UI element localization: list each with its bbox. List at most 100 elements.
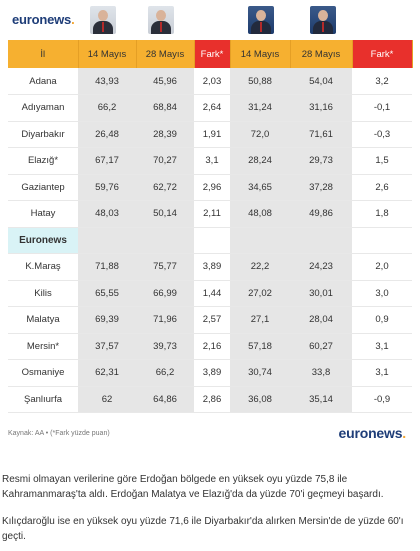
value-cell: 66,2 bbox=[136, 359, 194, 387]
value-cell: 62 bbox=[78, 386, 136, 413]
value-cell: 66,2 bbox=[78, 94, 136, 122]
results-table: İl 14 Mayıs 28 Mayıs Fark* 14 Mayıs 28 M… bbox=[8, 40, 413, 413]
article-paragraph: Resmi olmayan verilerine göre Erdoğan bö… bbox=[2, 474, 384, 500]
value-cell: 50,14 bbox=[136, 200, 194, 228]
city-cell: Osmaniye bbox=[8, 359, 78, 387]
value-cell: 36,08 bbox=[230, 386, 290, 413]
value-cell: 30,01 bbox=[290, 280, 352, 307]
value-cell: 71,88 bbox=[78, 253, 136, 281]
value-cell: 24,23 bbox=[290, 253, 352, 281]
kilicdaroglu-photo-icon bbox=[248, 6, 274, 34]
value-cell: 3,1 bbox=[352, 333, 412, 360]
value-cell: 29,73 bbox=[290, 147, 352, 175]
city-cell: Şanlıurfa bbox=[8, 386, 78, 413]
value-cell: -0,9 bbox=[352, 386, 412, 413]
value-cell: 59,76 bbox=[78, 174, 136, 201]
header-kil-14: 14 Mayıs bbox=[230, 40, 291, 68]
value-cell: 66,99 bbox=[136, 280, 194, 307]
value-cell: 37,57 bbox=[78, 333, 136, 360]
value-cell: 30,74 bbox=[230, 359, 290, 387]
table-row: Adıyaman 66,2 68,84 2,64 31,24 31,16 -0,1 bbox=[8, 94, 412, 122]
table-row: Elazığ* 67,17 70,27 3,1 28,24 29,73 1,5 bbox=[8, 147, 412, 175]
value-cell: 48,08 bbox=[230, 200, 290, 228]
value-cell: 48,03 bbox=[78, 200, 136, 228]
city-cell: Adana bbox=[8, 68, 78, 95]
value-cell: 62,31 bbox=[78, 359, 136, 387]
value-cell: 2,64 bbox=[194, 94, 230, 122]
value-cell: 2,96 bbox=[194, 174, 230, 201]
header-il: İl bbox=[8, 40, 79, 68]
city-cell: Diyarbakır bbox=[8, 121, 78, 148]
table-row: Mersin* 37,57 39,73 2,16 57,18 60,27 3,1 bbox=[8, 333, 412, 360]
value-cell: 22,2 bbox=[230, 253, 290, 281]
table-row: Osmaniye 62,31 66,2 3,89 30,74 33,8 3,1 bbox=[8, 359, 412, 387]
value-cell: 2,86 bbox=[194, 386, 230, 413]
value-cell: 1,91 bbox=[194, 121, 230, 148]
value-cell: 28,39 bbox=[136, 121, 194, 148]
value-cell: 60,27 bbox=[290, 333, 352, 360]
value-cell: 65,55 bbox=[78, 280, 136, 307]
erdogan-photo-icon bbox=[90, 6, 116, 34]
header-erd-fark: Fark* bbox=[194, 40, 231, 68]
value-cell: 75,77 bbox=[136, 253, 194, 281]
value-cell: 70,27 bbox=[136, 147, 194, 175]
euronews-logo: euronews. bbox=[12, 12, 75, 27]
kilicdaroglu-photo-icon bbox=[310, 6, 336, 34]
results-infographic: euronews. İl 14 Mayıs 28 Mayıs Fark* 14 … bbox=[8, 4, 413, 441]
city-cell: Adıyaman bbox=[8, 94, 78, 122]
value-cell: 1,8 bbox=[352, 200, 412, 228]
value-cell: -0,1 bbox=[352, 94, 412, 122]
value-cell: 71,96 bbox=[136, 306, 194, 334]
header-kil-fark: Fark* bbox=[352, 40, 413, 68]
city-cell: Hatay bbox=[8, 200, 78, 228]
value-cell: 2,03 bbox=[194, 68, 230, 95]
city-cell: Gaziantep bbox=[8, 174, 78, 201]
value-cell: 62,72 bbox=[136, 174, 194, 201]
value-cell: 71,61 bbox=[290, 121, 352, 148]
value-cell: 69,39 bbox=[78, 306, 136, 334]
value-cell: 45,96 bbox=[136, 68, 194, 95]
value-cell: 49,86 bbox=[290, 200, 352, 228]
value-cell: 50,88 bbox=[230, 68, 290, 95]
value-cell: 72,0 bbox=[230, 121, 290, 148]
header-kil-28: 28 Mayıs bbox=[290, 40, 353, 68]
value-cell: 3,1 bbox=[352, 359, 412, 387]
value-cell: 67,17 bbox=[78, 147, 136, 175]
value-cell: 43,93 bbox=[78, 68, 136, 95]
source-note: Kaynak: AA • (*Fark yüzde puan) bbox=[8, 430, 110, 437]
value-cell: 39,73 bbox=[136, 333, 194, 360]
value-cell: 34,65 bbox=[230, 174, 290, 201]
table-row: Şanlıurfa 62 64,86 2,86 36,08 35,14 -0,9 bbox=[8, 386, 412, 413]
value-cell: 27,1 bbox=[230, 306, 290, 334]
value-cell: 2,57 bbox=[194, 306, 230, 334]
table-row: Kilis 65,55 66,99 1,44 27,02 30,01 3,0 bbox=[8, 280, 412, 307]
table-row: Hatay 48,03 50,14 2,11 48,08 49,86 1,8 bbox=[8, 200, 412, 228]
value-cell: 54,04 bbox=[290, 68, 352, 95]
separator-row: Euronews bbox=[8, 227, 412, 254]
infographic-header: euronews. bbox=[8, 4, 412, 38]
value-cell: 31,16 bbox=[290, 94, 352, 122]
value-cell: 2,11 bbox=[194, 200, 230, 228]
value-cell: 2,6 bbox=[352, 174, 412, 201]
value-cell: 26,48 bbox=[78, 121, 136, 148]
value-cell: 2,16 bbox=[194, 333, 230, 360]
city-cell: Malatya bbox=[8, 306, 78, 334]
value-cell: 57,18 bbox=[230, 333, 290, 360]
header-erd-28: 28 Mayıs bbox=[136, 40, 195, 68]
value-cell: 3,89 bbox=[194, 253, 230, 281]
value-cell: 28,04 bbox=[290, 306, 352, 334]
value-cell: 3,0 bbox=[352, 280, 412, 307]
table-row: Adana 43,93 45,96 2,03 50,88 54,04 3,2 bbox=[8, 68, 412, 95]
article-paragraph: Kılıçdaroğlu ise en yüksek oyu yüzde 71,… bbox=[2, 516, 404, 542]
value-cell: 1,5 bbox=[352, 147, 412, 175]
erdogan-photo-icon bbox=[148, 6, 174, 34]
value-cell: 28,24 bbox=[230, 147, 290, 175]
city-cell: K.Maraş bbox=[8, 253, 78, 281]
value-cell: 68,84 bbox=[136, 94, 194, 122]
value-cell: 33,8 bbox=[290, 359, 352, 387]
value-cell: 35,14 bbox=[290, 386, 352, 413]
value-cell: 2,0 bbox=[352, 253, 412, 281]
value-cell: -0,3 bbox=[352, 121, 412, 148]
separator-label: Euronews bbox=[8, 227, 78, 254]
value-cell: 64,86 bbox=[136, 386, 194, 413]
